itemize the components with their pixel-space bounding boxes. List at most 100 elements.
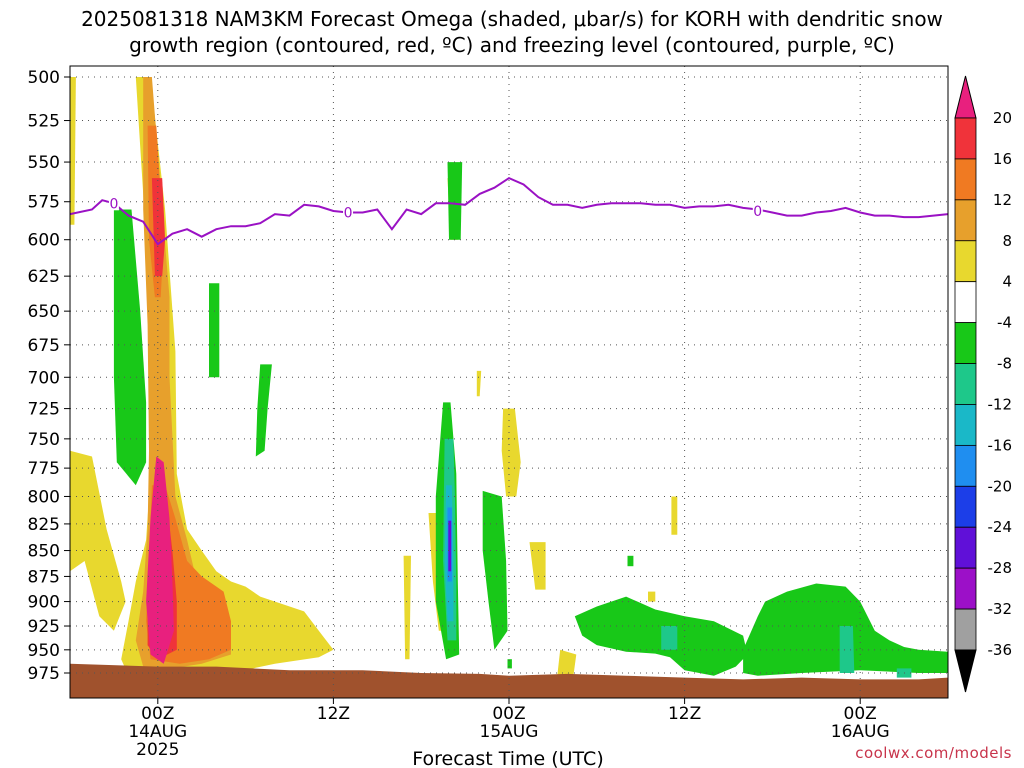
colorbar-label: -28 (988, 559, 1013, 577)
y-tick-label: 800 (28, 487, 60, 507)
x-tick-label: 00Z (492, 704, 525, 724)
colorbar-bin (954, 444, 977, 487)
chart-title-line2: growth region (contoured, red, ºC) and f… (129, 33, 895, 57)
omega-region-6 (151, 178, 166, 277)
omega-region-19 (447, 162, 463, 240)
y-tick-label: 900 (28, 593, 60, 613)
colorbar-label: -24 (988, 518, 1013, 536)
omega-region-30 (661, 626, 678, 650)
y-tick-label: 825 (28, 515, 60, 535)
omega-region-31 (839, 626, 855, 673)
omega-region-22 (255, 364, 272, 457)
y-tick-label: 725 (28, 400, 60, 420)
contour-label-bg (343, 205, 354, 220)
colorbar-bin (954, 608, 977, 651)
colorbar-bin (954, 567, 977, 610)
omega-region-20 (113, 209, 147, 486)
y-tick-label: 950 (28, 641, 60, 661)
colorbar-bin (954, 158, 977, 201)
y-tick-label: 575 (28, 193, 60, 213)
contour-label-bg (108, 196, 119, 211)
colorbar-bin (954, 117, 977, 160)
omega-region-18 (671, 496, 678, 535)
colorbar-arrow-top (954, 75, 977, 119)
y-tick-label: 675 (28, 336, 60, 356)
colorbar: 20 16 12 8 4 -4 -8 -12 -16 -20 -24 -28 -32 -36 (954, 75, 1013, 693)
omega-region-12 (476, 370, 482, 397)
x-tick-label: 12Z (317, 704, 350, 724)
x-tick-label: 00Z (844, 704, 877, 724)
omega-region-28 (507, 659, 512, 669)
colorbar-label: 20 (993, 109, 1012, 127)
colorbar-label: -36 (988, 641, 1013, 659)
ground-layer (70, 663, 948, 698)
colorbar-bin (954, 404, 977, 446)
credit-text: coolwx.com/models (855, 744, 1012, 762)
y-tick-label: 775 (28, 459, 60, 479)
y-tick-label: 975 (28, 664, 60, 684)
colorbar-label: -12 (988, 395, 1013, 413)
omega-region-1 (70, 450, 126, 631)
ground-surface (70, 663, 948, 698)
colorbar-label: 12 (993, 191, 1012, 209)
y-tick-label: 850 (28, 542, 60, 562)
freezing-level-contour-label: 0 (344, 206, 353, 222)
colorbar-bin (954, 240, 977, 283)
chart-title-line1: 2025081318 NAM3KM Forecast Omega (shaded… (81, 7, 943, 31)
y-tick-label: 875 (28, 567, 60, 587)
x-axis-title: Forecast Time (UTC) (412, 748, 603, 768)
omega-region-13 (501, 408, 521, 497)
omega-region-35 (448, 520, 452, 572)
y-tick-label: 700 (28, 368, 60, 388)
omega-region-8 (146, 456, 174, 664)
x-tick-label: 16AUG (831, 722, 890, 742)
colorbar-label: -8 (997, 355, 1012, 373)
colorbar-label: 4 (1002, 273, 1012, 291)
colorbar-label: -16 (988, 436, 1013, 454)
y-tick-label: 750 (28, 430, 60, 450)
x-tick-label: 15AUG (480, 722, 539, 742)
freezing-level-line (69, 176, 949, 246)
x-tick-label: 00Z (141, 704, 174, 724)
colorbar-bin (954, 363, 977, 405)
colorbar-label: 16 (993, 150, 1012, 168)
omega-region-16 (648, 591, 656, 602)
colorbar-bin (954, 281, 977, 324)
omega-region-24 (482, 490, 508, 650)
omega-region-27 (627, 555, 634, 567)
colorbar-bin (954, 199, 977, 242)
y-axis-ticks: 500 525 550 575 600 625 650 675 700 725 750 775 800 8… (28, 68, 70, 684)
colorbar-label: 8 (1002, 232, 1012, 250)
colorbar-label: -4 (997, 314, 1012, 332)
colorbar-bin (954, 322, 977, 364)
colorbar-label: -20 (988, 477, 1013, 495)
contour-label-bg (752, 203, 763, 218)
x-tick-label: 2025 (136, 740, 179, 760)
x-tick-label: 12Z (668, 704, 701, 724)
colorbar-bin (954, 526, 977, 569)
colorbar-arrow-bottom (954, 649, 977, 693)
y-tick-label: 925 (28, 617, 60, 637)
y-tick-label: 625 (28, 267, 60, 287)
colorbar-label: -32 (988, 600, 1013, 618)
freezing-level-contour: 0 0 0 (69, 176, 949, 246)
y-tick-label: 525 (28, 112, 60, 132)
omega-region-14 (529, 542, 546, 590)
y-tick-label: 600 (28, 231, 60, 251)
omega-region-0 (70, 77, 76, 225)
y-tick-label: 500 (28, 68, 60, 88)
freezing-level-contour-label: 0 (109, 196, 118, 212)
omega-region-15 (557, 649, 577, 676)
omega-region-21 (209, 283, 220, 378)
freezing-level-contour-label: 0 (753, 204, 762, 220)
omega-shading (70, 77, 948, 678)
grid-lines (70, 66, 948, 698)
y-tick-label: 650 (28, 302, 60, 322)
omega-region-10 (403, 555, 411, 660)
omega-region-25 (574, 596, 748, 676)
x-tick-label: 14AUG (128, 722, 187, 742)
colorbar-bin (954, 485, 977, 528)
y-tick-label: 550 (28, 153, 60, 173)
